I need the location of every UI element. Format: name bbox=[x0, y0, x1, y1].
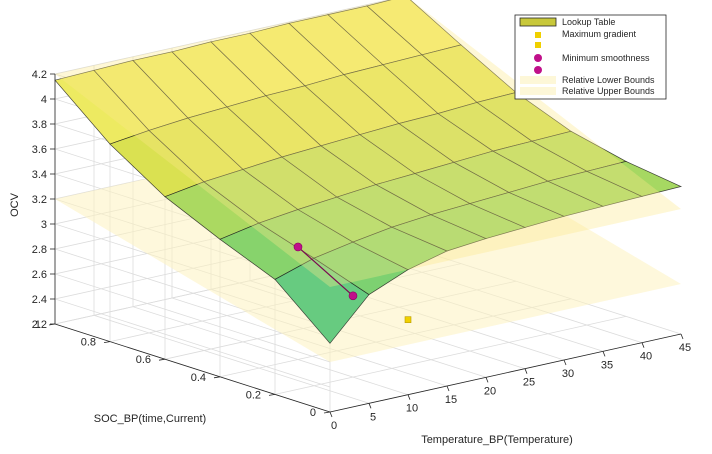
z-tick-label: 3.8 bbox=[32, 119, 47, 131]
z-tick-label: 3 bbox=[41, 219, 47, 231]
legend-swatch bbox=[534, 54, 542, 62]
smoothness-link-line bbox=[297, 246, 354, 297]
x-tick-label: 40 bbox=[640, 351, 652, 363]
z-tick-label: 4 bbox=[41, 94, 47, 106]
minimum-smoothness-marker bbox=[293, 242, 303, 252]
legend-swatch bbox=[519, 17, 557, 27]
x-tick-mark bbox=[368, 403, 372, 409]
legend-swatch bbox=[535, 42, 541, 48]
y-axis-line bbox=[54, 323, 331, 413]
legend: Lookup Table Maximum gradient Minimum smoo… bbox=[514, 14, 667, 100]
y-tick-mark bbox=[103, 341, 111, 343]
x-tick-mark bbox=[407, 394, 411, 400]
x-tick-label: 30 bbox=[562, 368, 574, 380]
x-tick-label: 10 bbox=[406, 403, 418, 415]
legend-label: Lookup Table bbox=[562, 17, 615, 27]
x-tick-label: 35 bbox=[601, 359, 613, 371]
x-tick-label: 5 bbox=[370, 411, 376, 423]
y-tick-mark bbox=[268, 394, 276, 396]
x-tick-label: 20 bbox=[484, 385, 496, 397]
legend-label: Relative Lower Bounds bbox=[562, 75, 655, 85]
legend-label: Relative Upper Bounds bbox=[562, 86, 655, 96]
x-axis-line bbox=[329, 333, 682, 413]
x-tick-label: 15 bbox=[445, 394, 457, 406]
z-tick-label: 4.2 bbox=[32, 69, 47, 81]
z-tick-label: 2.8 bbox=[32, 244, 47, 256]
y-tick-label: 0 bbox=[310, 407, 316, 419]
x-tick-label: 25 bbox=[523, 377, 535, 389]
y-tick-mark bbox=[323, 411, 331, 414]
z-tick-label: 3.2 bbox=[32, 194, 47, 206]
legend-swatch bbox=[535, 32, 541, 38]
x-tick-mark bbox=[563, 359, 567, 366]
legend-swatch bbox=[520, 87, 556, 95]
z-tick-label: 3.6 bbox=[32, 144, 47, 156]
z-tick-label: 2.4 bbox=[32, 294, 47, 306]
y-tick-label: 1 bbox=[35, 319, 41, 331]
y-tick-mark bbox=[158, 358, 166, 361]
legend-label: Minimum smoothness bbox=[562, 53, 650, 63]
legend-swatch bbox=[520, 76, 556, 84]
x-tick-label: 0 bbox=[331, 420, 337, 432]
x-tick-mark bbox=[485, 377, 489, 383]
x-tick-mark bbox=[680, 333, 684, 340]
legend-label: Maximum gradient bbox=[562, 29, 637, 39]
x-tick-mark bbox=[602, 351, 606, 357]
y-axis-label: SOC_BP(time,Current) bbox=[94, 413, 206, 425]
y-tick-label: 0.8 bbox=[81, 337, 96, 349]
legend-swatch bbox=[534, 66, 542, 74]
y-tick-label: 0.4 bbox=[191, 372, 206, 384]
x-tick-mark bbox=[641, 342, 645, 348]
minimum-smoothness-marker bbox=[348, 291, 358, 301]
z-tick-label: 2.6 bbox=[32, 269, 47, 281]
x-axis-label: Temperature_BP(Temperature) bbox=[421, 434, 573, 446]
y-tick-mark bbox=[213, 376, 221, 379]
y-tick-label: 0.2 bbox=[246, 389, 261, 401]
x-tick-mark bbox=[446, 385, 450, 392]
upper-bound-plane bbox=[55, 0, 681, 287]
z-tick-label: 3.4 bbox=[32, 169, 47, 181]
x-tick-label: 45 bbox=[679, 342, 691, 354]
maximum-gradient-marker bbox=[404, 316, 412, 323]
surface-cell bbox=[585, 161, 683, 197]
z-tick-label: 2.2 bbox=[32, 319, 47, 331]
x-tick-mark bbox=[524, 368, 528, 374]
x-tick-mark bbox=[329, 411, 333, 418]
z-axis-label: OCV bbox=[9, 192, 21, 217]
y-tick-label: 0.6 bbox=[136, 354, 151, 366]
